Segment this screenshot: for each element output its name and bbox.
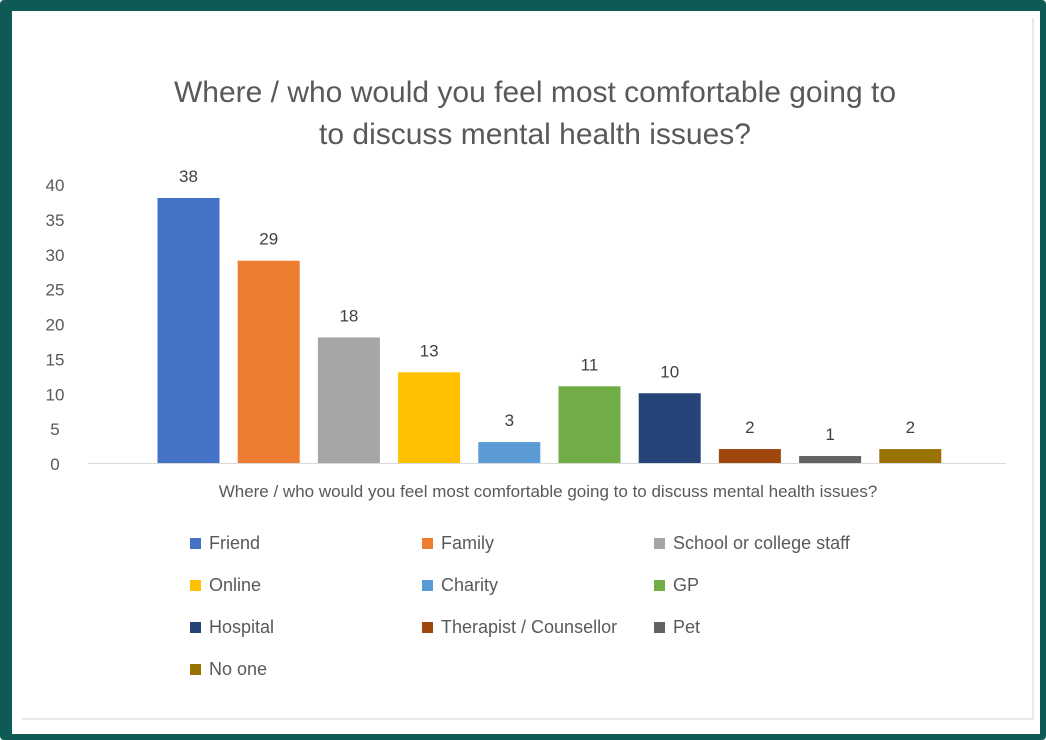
bar-hospital xyxy=(638,393,701,463)
bar-online xyxy=(398,372,461,463)
bar-gp xyxy=(558,386,621,463)
y-tick-label: 15 xyxy=(46,350,65,369)
bar-friend xyxy=(157,197,220,463)
y-tick-label: 5 xyxy=(50,420,59,439)
data-label: 18 xyxy=(339,306,358,325)
y-tick-label: 40 xyxy=(46,176,65,195)
bar-therapist-counsellor xyxy=(718,449,781,463)
chart-title-line-1: Where / who would you feel most comforta… xyxy=(173,76,897,109)
y-tick-label: 10 xyxy=(46,385,65,404)
data-label: 38 xyxy=(179,167,198,186)
y-tick-label: 30 xyxy=(46,246,65,265)
data-label: 10 xyxy=(660,362,679,381)
y-tick-label: 35 xyxy=(46,211,65,230)
data-label: 11 xyxy=(581,355,599,374)
chart-title: Where / who would you feel most comforta… xyxy=(0,72,1046,156)
bar-school-or-college-staff xyxy=(317,337,380,463)
y-tick-label: 0 xyxy=(50,455,59,474)
data-label: 13 xyxy=(420,341,439,360)
y-tick-label: 25 xyxy=(46,281,65,300)
data-label: 2 xyxy=(906,418,915,437)
bar-no-one xyxy=(879,449,942,463)
x-axis-title: Where / who would you feel most comforta… xyxy=(218,482,878,501)
bar-pet xyxy=(799,456,862,463)
bar-charity xyxy=(478,442,541,463)
data-label: 3 xyxy=(505,411,514,430)
data-label: 29 xyxy=(259,230,278,249)
chart-title-line-2: to discuss mental health issues? xyxy=(319,118,751,151)
data-label: 2 xyxy=(745,418,754,437)
data-label: 1 xyxy=(825,425,834,444)
bar-family xyxy=(237,260,300,463)
y-tick-label: 20 xyxy=(46,316,65,335)
